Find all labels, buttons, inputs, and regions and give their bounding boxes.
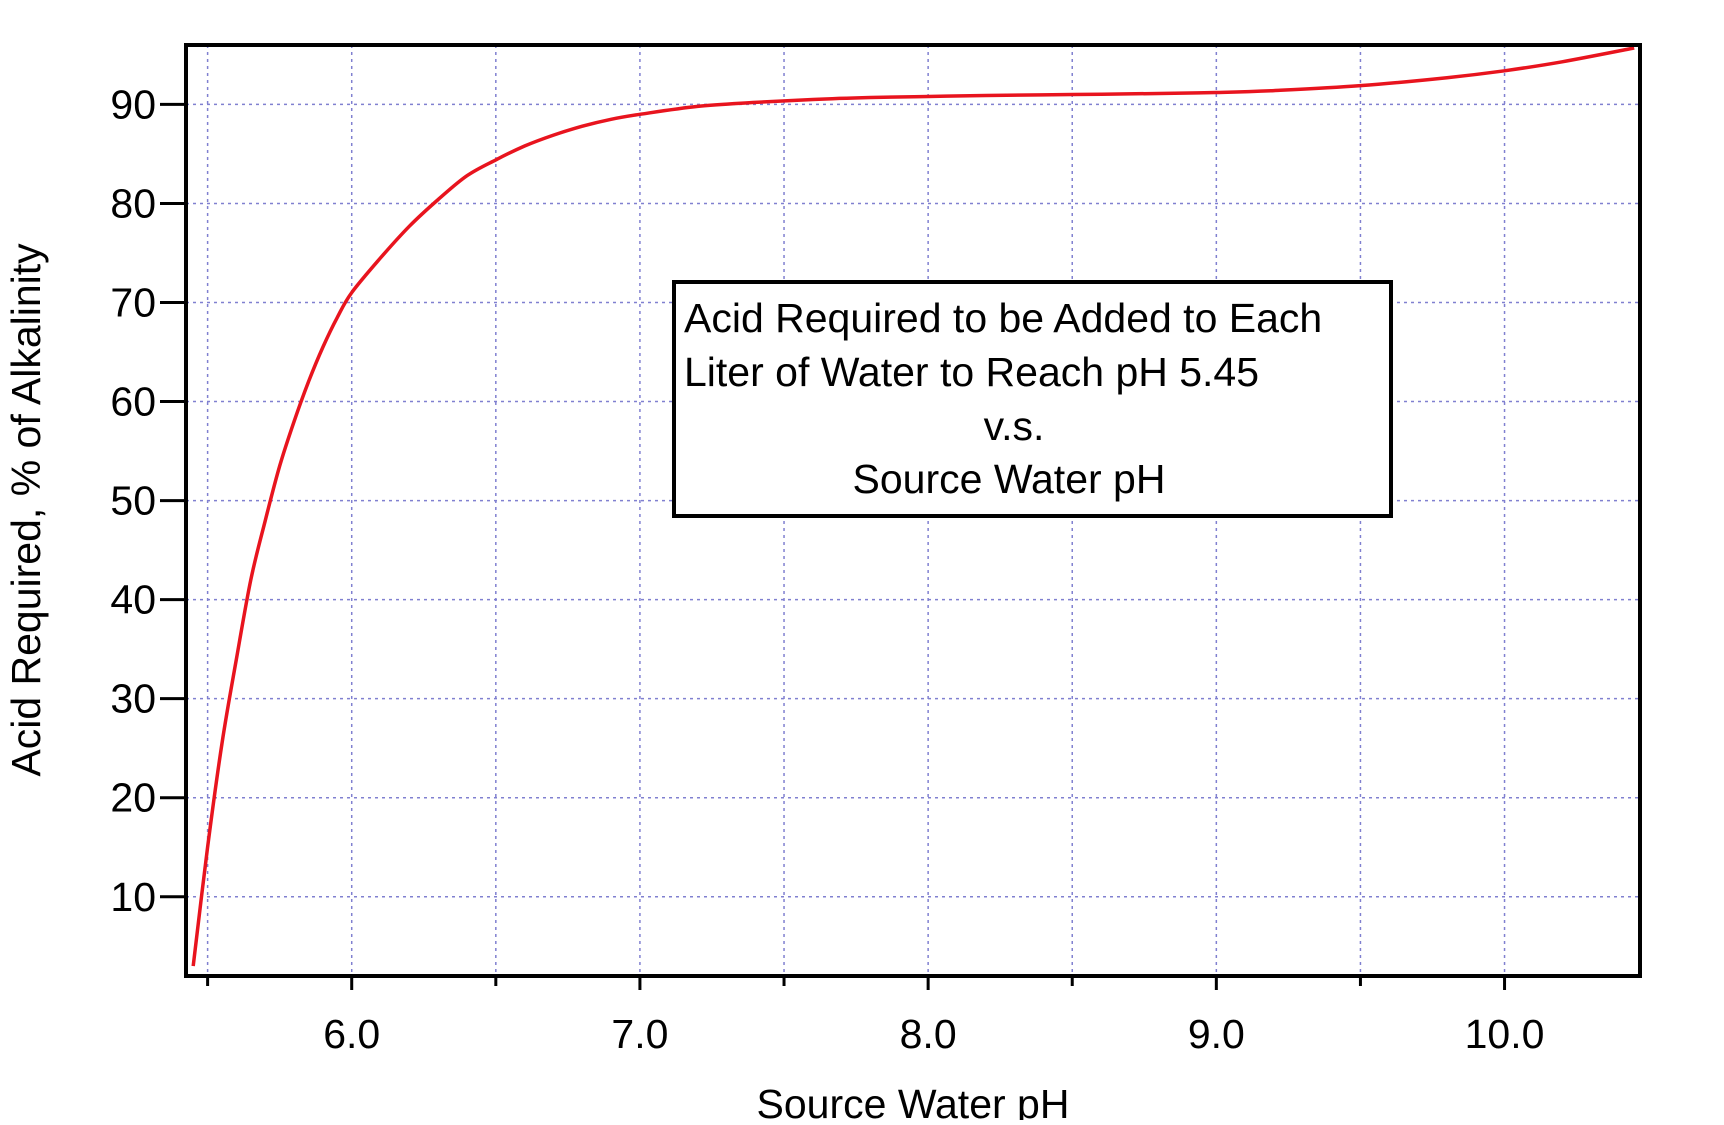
series-line [191, 46, 1635, 967]
annotation-box: Acid Required to be Added to Each Liter … [672, 280, 1393, 518]
y-tick-label: 50 [110, 478, 156, 524]
y-axis-title: Acid Required, % of Alkalinity [3, 243, 49, 777]
y-tick-label: 90 [110, 81, 156, 127]
annotation-line-4: Source Water pH [853, 456, 1166, 502]
y-tick-label: 80 [110, 180, 156, 226]
y-tick-label: 40 [110, 577, 156, 623]
x-tick-label: 9.0 [1188, 1011, 1245, 1057]
annotation-frame [672, 280, 1393, 518]
y-tick-label: 60 [110, 379, 156, 425]
x-tick-label: 10.0 [1465, 1011, 1545, 1057]
y-tick-label: 10 [110, 874, 156, 920]
axis-ticks [160, 102, 1507, 990]
annotation-line-3: v.s. [984, 403, 1045, 449]
x-axis-title: Source Water pH [757, 1081, 1070, 1120]
annotation-line-1: Acid Required to be Added to Each [684, 295, 1322, 341]
y-tick-label: 70 [110, 280, 156, 326]
plot-frame [184, 43, 1642, 978]
tick-labels: 6.0 7.0 8.0 9.0 10.0 10 20 30 40 50 60 70 80 90 [110, 81, 1544, 1057]
gridlines [186, 45, 1640, 976]
y-tick-label: 20 [110, 775, 156, 821]
x-tick-label: 8.0 [900, 1011, 957, 1057]
series-layer [191, 46, 1635, 967]
annotation-line-2: Liter of Water to Reach pH 5.45 [684, 349, 1259, 395]
x-tick-label: 6.0 [323, 1011, 380, 1057]
x-tick-label: 7.0 [611, 1011, 668, 1057]
y-tick-label: 30 [110, 676, 156, 722]
